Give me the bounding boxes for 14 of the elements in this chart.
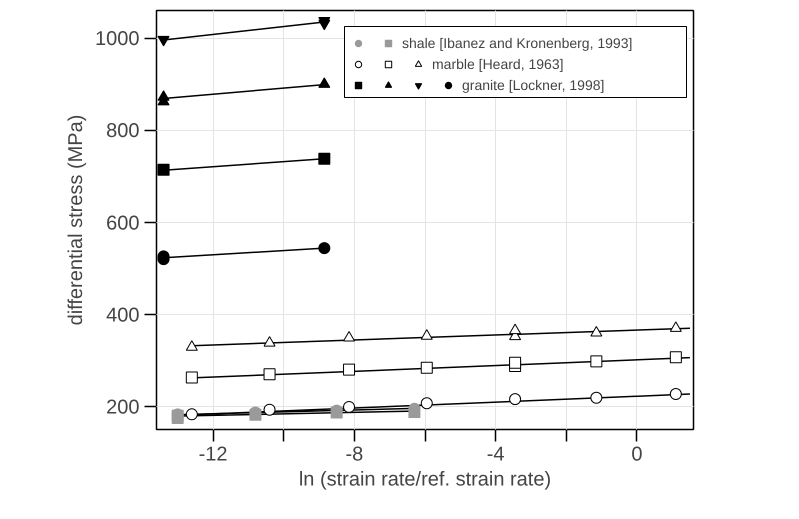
y-tick-label: 600 xyxy=(106,212,140,234)
x-tick-label: -12 xyxy=(198,444,228,466)
y-tick-label: 200 xyxy=(106,396,140,418)
legend-label: shale [Ibanez and Kronenberg, 1993] xyxy=(402,35,632,51)
x-tick-label: -8 xyxy=(345,444,364,466)
legend-label: granite [Lockner, 1998] xyxy=(462,77,604,93)
x-tick-label: -4 xyxy=(486,444,505,466)
y-tick-label: 1000 xyxy=(95,28,140,50)
y-tick-label: 400 xyxy=(106,304,140,326)
x-axis-title: ln (strain rate/ref. strain rate) xyxy=(298,468,552,490)
y-axis-title: differential stress (MPa) xyxy=(65,114,88,326)
x-tick-label: 0 xyxy=(631,444,643,466)
y-tick-label: 800 xyxy=(106,120,140,142)
legend-label: marble [Heard, 1963] xyxy=(432,56,564,72)
